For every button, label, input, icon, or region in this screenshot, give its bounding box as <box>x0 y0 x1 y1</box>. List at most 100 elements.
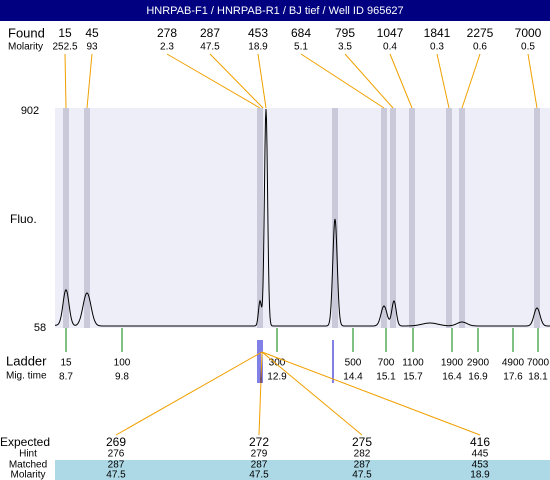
expected-link <box>261 351 363 436</box>
found-size: 795 <box>335 26 355 40</box>
ladder-time: 8.7 <box>59 372 73 383</box>
ladder-time: 9.8 <box>115 372 129 383</box>
expected-matched: 287 <box>251 460 268 471</box>
expected-matched: 287 <box>108 460 125 471</box>
ladder-time: 17.6 <box>503 372 523 383</box>
found-size: 45 <box>85 26 99 40</box>
peak-band <box>409 108 415 328</box>
peak-link <box>209 53 264 109</box>
ladder-time: 16.9 <box>468 372 488 383</box>
expected-link <box>115 351 263 436</box>
found-size: 278 <box>157 26 177 40</box>
peak-band <box>446 108 452 328</box>
found-molarity: 252.5 <box>52 42 77 53</box>
ladder-size: 4900 <box>502 358 525 369</box>
found-size: 684 <box>291 26 311 40</box>
matched-band <box>55 460 550 480</box>
found-molarity: 5.1 <box>294 42 308 53</box>
peak-band <box>332 108 338 328</box>
molarity-label: Molarity <box>8 42 43 53</box>
found-size: 453 <box>248 26 268 40</box>
peak-band <box>381 108 387 328</box>
ladder-size: 700 <box>378 358 395 369</box>
ladder-time: 15.1 <box>376 372 396 383</box>
title: HNRPAB-F1 / HNRPAB-R1 / BJ tief / Well I… <box>146 5 403 17</box>
ladder-size: 1100 <box>402 358 424 369</box>
ladder-time: 16.4 <box>442 372 462 383</box>
ladder-label: Ladder <box>6 353 47 368</box>
peak-band <box>534 108 540 328</box>
expected-hint: 282 <box>354 449 371 460</box>
found-size: 1047 <box>377 26 404 40</box>
ladder-size: 2900 <box>467 358 490 369</box>
found-molarity: 18.9 <box>248 42 268 53</box>
found-size: 1841 <box>424 26 451 40</box>
y-label: Fluo. <box>10 212 37 226</box>
found-size: 7000 <box>515 26 542 40</box>
ladder-time: 15.7 <box>403 372 423 383</box>
peak-link <box>527 53 538 109</box>
found-molarity: 3.5 <box>338 42 352 53</box>
peak-link <box>436 53 450 109</box>
found-molarity: 0.4 <box>383 42 397 53</box>
ladder-size: 7000 <box>527 358 550 369</box>
found-label: Found <box>8 25 45 40</box>
expected-expected: 269 <box>106 435 126 449</box>
expected-row-label: Expected <box>0 435 50 449</box>
found-molarity: 0.5 <box>521 42 535 53</box>
expected-row-label: Hint <box>19 449 37 460</box>
expected-molarity: 18.9 <box>470 470 490 480</box>
peak-link <box>257 53 267 109</box>
expected-link <box>261 351 481 436</box>
expected-expected: 416 <box>470 435 490 449</box>
expected-molarity: 47.5 <box>352 470 372 480</box>
expected-hint: 276 <box>108 449 125 460</box>
expected-hint: 279 <box>251 449 268 460</box>
trace <box>55 108 550 327</box>
expected-expected: 272 <box>249 435 269 449</box>
y-max: 902 <box>21 105 39 117</box>
peak-link <box>344 53 394 109</box>
expected-molarity: 47.5 <box>106 470 126 480</box>
expected-expected: 275 <box>352 435 372 449</box>
expected-link <box>258 351 263 436</box>
found-size: 15 <box>58 26 72 40</box>
found-molarity: 2.3 <box>160 42 174 53</box>
peak-band <box>390 108 396 328</box>
found-molarity: 93 <box>86 42 98 53</box>
expected-row-label: Molarity <box>10 470 45 480</box>
ladder-size: 300 <box>269 358 286 369</box>
peak-link <box>86 53 93 109</box>
expected-row-label: Matched <box>9 460 47 471</box>
expected-hint: 445 <box>472 449 489 460</box>
peak-band <box>84 108 90 328</box>
expected-matched: 453 <box>472 460 489 471</box>
ladder-time: 18.1 <box>528 372 548 383</box>
ladder-time: 12.9 <box>267 372 287 383</box>
expected-matched: 287 <box>354 460 371 471</box>
peak-link <box>389 53 413 109</box>
expected-molarity: 47.5 <box>249 470 269 480</box>
y-min: 58 <box>34 322 46 334</box>
peak-link <box>166 53 261 109</box>
plot-area <box>55 108 550 328</box>
mig-time-label: Mig. time <box>6 371 47 382</box>
found-molarity: 0.6 <box>473 42 487 53</box>
title-bar <box>0 0 550 21</box>
found-size: 2275 <box>467 26 494 40</box>
ladder-time: 14.4 <box>343 372 363 383</box>
ladder-size: 500 <box>345 358 362 369</box>
peak-link <box>461 53 481 109</box>
peak-band <box>63 108 69 328</box>
ladder-size: 1900 <box>441 358 464 369</box>
found-molarity: 0.3 <box>430 42 444 53</box>
found-molarity: 47.5 <box>200 42 220 53</box>
found-size: 287 <box>200 26 220 40</box>
peak-band <box>459 108 465 328</box>
peak-band <box>257 108 263 328</box>
peak-link <box>300 53 385 109</box>
ladder-size: 100 <box>114 358 131 369</box>
ladder-size: 15 <box>60 358 72 369</box>
peak-link <box>64 53 67 109</box>
